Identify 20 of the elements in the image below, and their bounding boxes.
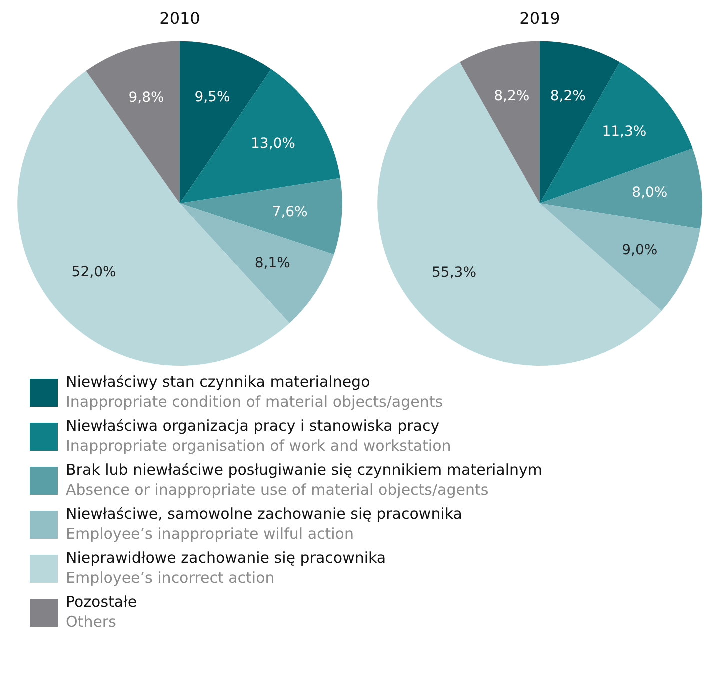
data-label: 52,0%	[72, 264, 116, 281]
data-label: 8,1%	[254, 255, 290, 272]
data-label: 7,6%	[272, 204, 308, 220]
data-label: 8,0%	[632, 184, 668, 201]
legend-label: Niewłaściwe, samowolne zachowanie się pracownika Employee’s inappropriate wilful action	[66, 504, 462, 543]
data-label: 13,0%	[251, 136, 296, 152]
data-label: 9,0%	[622, 242, 658, 258]
data-label: 11,3%	[602, 124, 647, 140]
legend-label: Niewłaściwy stan czynnika materialnego Inappropriate condition of material objects/agents	[66, 372, 444, 411]
chart-title: 2010	[160, 8, 200, 28]
legend-label: Pozostałe Others	[66, 592, 138, 631]
legend-label: Brak lub niewłaściwe posługiwanie się czynnikiem materialnym Absence or inappropriate use of material objects/agents	[66, 460, 543, 499]
legend-label: Nieprawidłowe zachowanie się pracownika Employee’s incorrect action	[66, 548, 386, 587]
data-label: 9,8%	[128, 90, 164, 106]
data-label: 55,3%	[432, 264, 476, 281]
data-label: 8,2%	[494, 88, 530, 104]
data-label: 9,5%	[194, 90, 230, 106]
data-label: 8,2%	[550, 88, 586, 104]
legend-label: Niewłaściwa organizacja pracy i stanowiska pracy Inappropriate organisation of work and workstation	[66, 416, 452, 455]
chart-title: 2019	[520, 8, 560, 28]
